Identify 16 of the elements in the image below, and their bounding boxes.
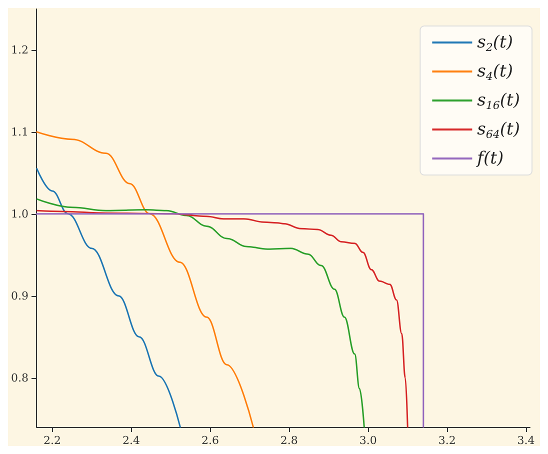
x-tick-label: 2.4 [122, 434, 140, 447]
x-tick-label: 3.2 [438, 434, 456, 447]
x-tick-label: 3.0 [359, 434, 377, 447]
y-tick-label: 1.2 [10, 43, 28, 56]
line-series [36, 168, 181, 428]
y-tick-label: 1.0 [10, 207, 28, 220]
x-tick-label: 2.8 [280, 434, 298, 447]
y-tick-label: 1.1 [10, 125, 28, 138]
x-tick-label: 2.2 [44, 434, 62, 447]
x-tick-label: 2.6 [201, 434, 219, 447]
y-tick-label: 0.9 [10, 289, 28, 302]
legend-label: f(t) [475, 148, 504, 168]
line-series [36, 198, 365, 428]
x-tick-label: 3.4 [517, 434, 535, 447]
line-series [36, 131, 254, 428]
y-tick-label: 0.8 [10, 371, 28, 384]
